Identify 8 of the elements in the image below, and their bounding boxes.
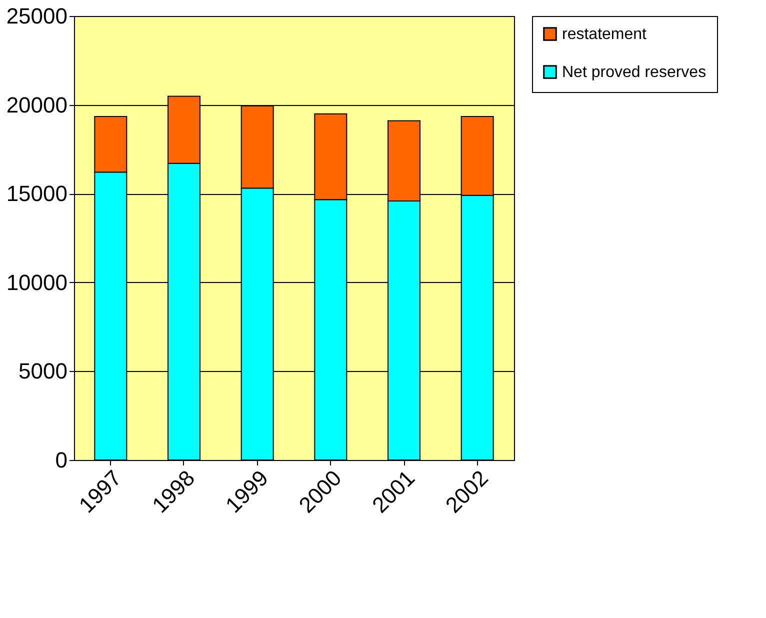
legend-label: restatement <box>562 26 648 43</box>
y-tick-label: 20000 <box>6 92 68 118</box>
y-tick-label: 0 <box>55 448 68 472</box>
y-tick-label: 5000 <box>18 358 68 384</box>
y-tick-label: 15000 <box>6 181 68 206</box>
legend-label: Net proved reserves <box>562 64 706 81</box>
y-tick-label: 10000 <box>6 270 68 295</box>
y-tick-label: 25000 <box>6 4 68 28</box>
